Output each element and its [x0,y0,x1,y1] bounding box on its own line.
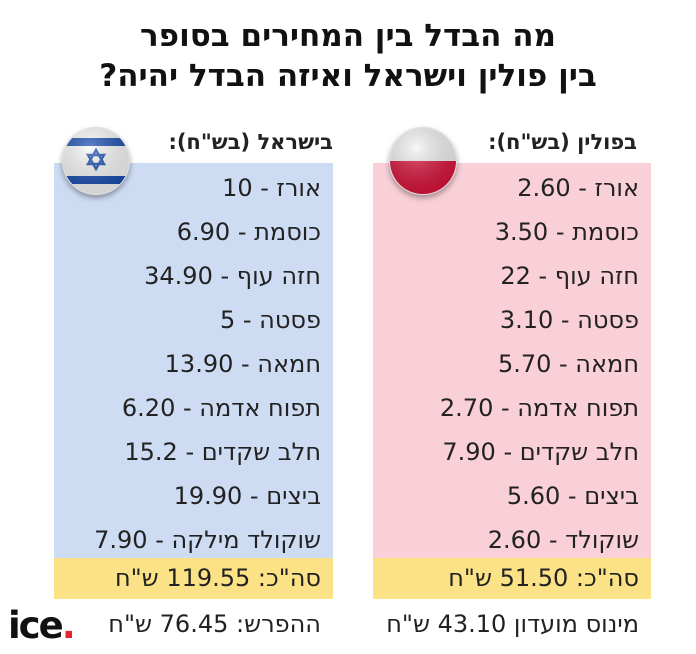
ice-logo: ice. [8,604,76,648]
israel-flag-icon [62,127,130,195]
list-item: כוסמת - 6.90 [176,218,321,246]
list-item: פסטה - 5 [219,306,321,334]
list-item: חמאה - 5.70 [497,350,639,378]
list-item: חלב שקדים - 15.2 [124,438,321,466]
list-item: כוסמת - 3.50 [494,218,639,246]
israel-price-panel: אורז - 10 כוסמת - 6.90 חזה עוף - 34.90 פ… [54,163,333,558]
list-item: פסטה - 3.10 [499,306,639,334]
list-item: תפוח אדמה - 2.70 [439,394,639,422]
price-difference: ההפרש: 76.45 ש"ח [108,610,321,638]
list-item: תפוח אדמה - 6.20 [121,394,321,422]
list-item: חזה עוף - 22 [500,262,639,290]
title-line-1: מה הבדל בין המחירים בסופר [140,18,556,54]
poland-flag-icon [389,127,457,195]
poland-header: בפולין (בש"ח): [488,130,637,154]
list-item: חמאה - 13.90 [164,350,321,378]
israel-header: בישראל (בש"ח): [168,130,333,154]
list-item: ביצים - 5.60 [506,482,639,510]
poland-club-discount: מינוס מועדון 43.10 ש"ח [386,610,639,638]
israel-price-list: אורז - 10 כוסמת - 6.90 חזה עוף - 34.90 פ… [54,166,333,562]
poland-price-panel: אורז - 2.60 כוסמת - 3.50 חזה עוף - 22 פס… [373,163,651,558]
list-item: חלב שקדים - 7.90 [442,438,639,466]
list-item: חזה עוף - 34.90 [144,262,321,290]
list-item: שוקולד - 2.60 [487,526,639,554]
poland-price-list: אורז - 2.60 כוסמת - 3.50 חזה עוף - 22 פס… [373,166,651,562]
title-line-2: בין פולין וישראל ואיזה הבדל יהיה? [99,58,597,94]
logo-dot: . [61,604,76,647]
page-title: מה הבדל בין המחירים בסופר בין פולין וישר… [0,16,696,96]
poland-total: סה"כ: 51.50 ש"ח [373,558,651,599]
logo-text: ice [8,604,64,647]
list-item: אורז - 2.60 [517,174,639,202]
list-item: אורז - 10 [222,174,321,202]
israel-total: סה"כ: 119.55 ש"ח [54,558,333,599]
list-item: ביצים - 19.90 [173,482,321,510]
list-item: שוקולד מילקה - 7.90 [94,526,321,554]
